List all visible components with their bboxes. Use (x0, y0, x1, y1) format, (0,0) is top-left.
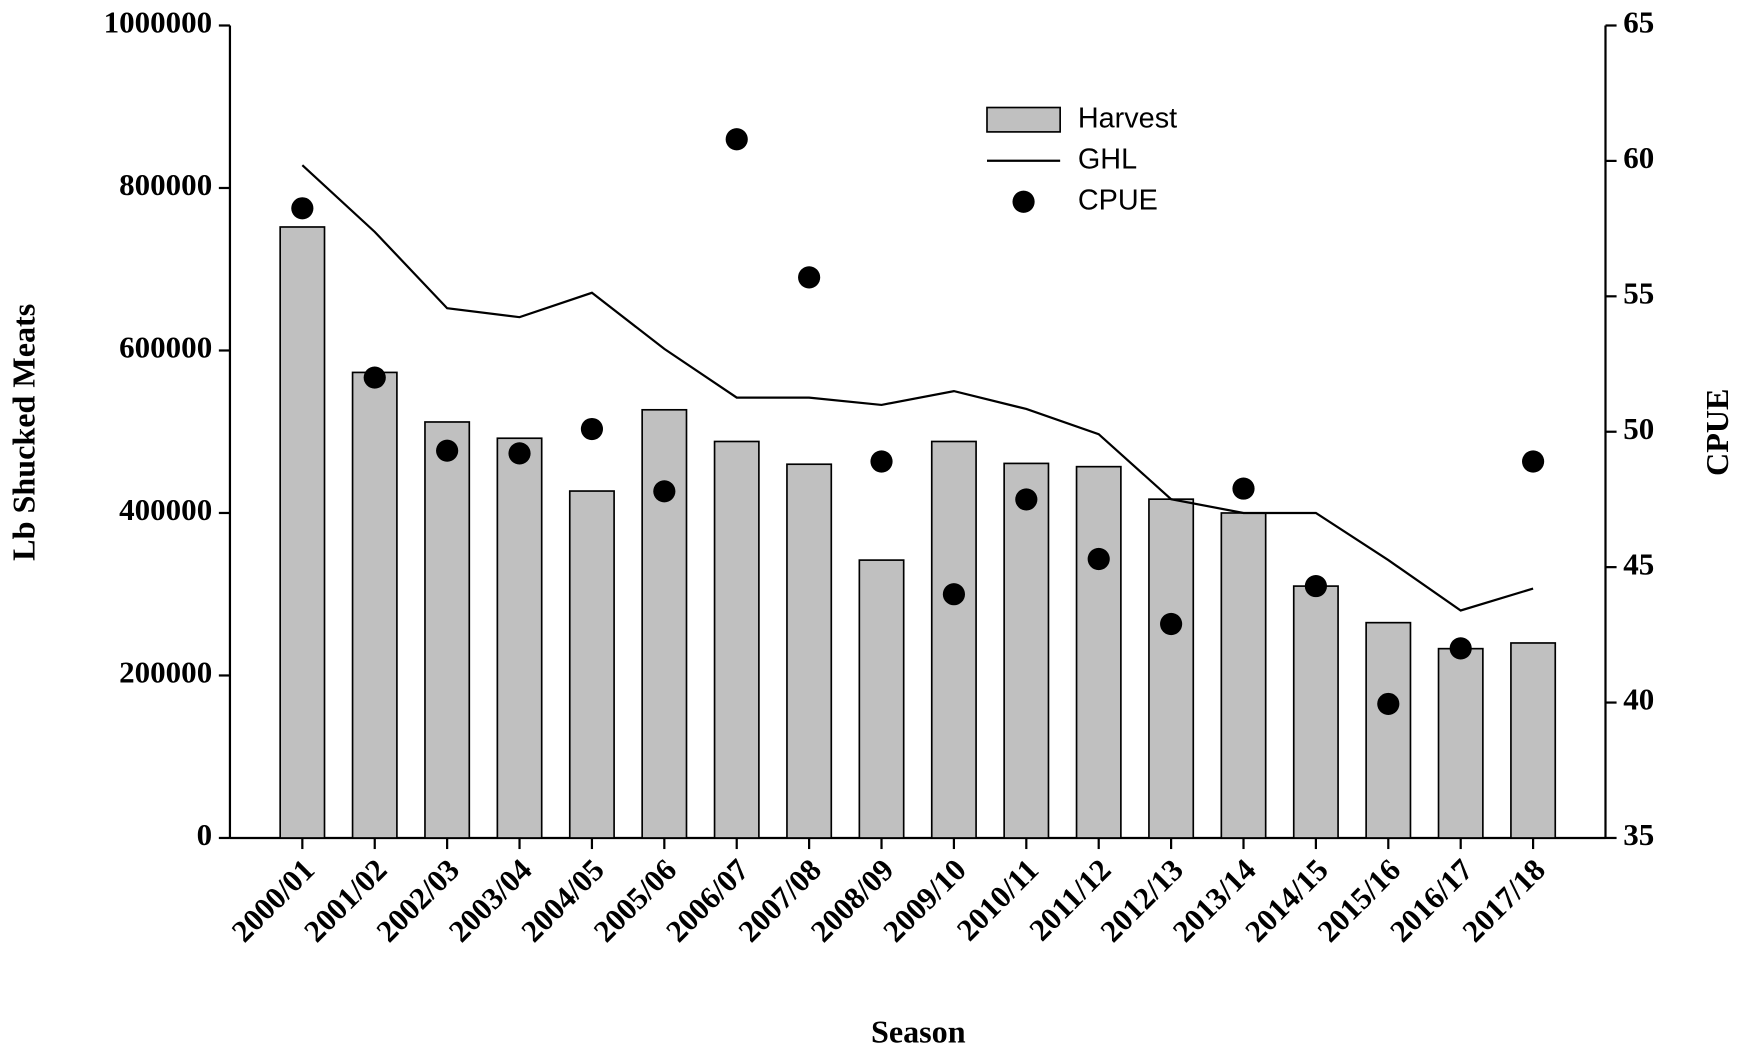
point (653, 480, 676, 503)
bar (496, 437, 543, 839)
bar (1148, 498, 1195, 839)
point (291, 197, 314, 220)
bar (930, 440, 977, 839)
y2-tick-label: 40 (1623, 682, 1654, 717)
point (1449, 637, 1472, 660)
point (1377, 692, 1400, 715)
point (1522, 450, 1545, 473)
point (436, 439, 459, 462)
point (363, 366, 386, 389)
bar (1003, 462, 1050, 839)
point (942, 583, 965, 606)
y2-tick-label: 65 (1623, 5, 1654, 40)
point (1232, 477, 1255, 500)
bar (1437, 647, 1484, 839)
point (1304, 575, 1327, 598)
point (1015, 488, 1038, 511)
legend-swatch (1012, 190, 1035, 213)
point (870, 450, 893, 473)
legend-swatch (986, 106, 1061, 133)
point (508, 442, 531, 465)
legend-label: CPUE (1078, 184, 1158, 216)
x-tick-label: 2010/11 (950, 852, 1045, 947)
bar (1365, 621, 1412, 839)
y2-tick-label: 60 (1623, 140, 1654, 175)
y-tick-label: 400000 (119, 492, 212, 527)
point (725, 128, 748, 151)
bar (424, 421, 471, 839)
point (798, 266, 821, 289)
y-tick-label: 800000 (119, 167, 212, 202)
y2-axis-title: CPUE (1699, 389, 1735, 476)
bar (1292, 585, 1339, 839)
y-tick-label: 1000000 (104, 5, 213, 40)
y2-tick-label: 55 (1623, 275, 1654, 310)
line (301, 164, 1534, 612)
y2-tick-label: 45 (1623, 546, 1654, 581)
y-tick-label: 600000 (119, 330, 212, 365)
x-axis-title: Season (871, 1014, 966, 1050)
x-tick-label: 2009/10 (876, 852, 973, 949)
x-tick-label: 2017/18 (1455, 852, 1552, 949)
y-tick-label: 0 (197, 817, 213, 852)
y2-tick-label: 35 (1623, 817, 1654, 852)
bar (1075, 465, 1122, 839)
legend-label: Harvest (1078, 102, 1177, 134)
bar (1510, 642, 1557, 839)
bar (713, 440, 760, 839)
point (1087, 547, 1110, 571)
y-axis-title: Lb Shucked Meats (5, 304, 41, 561)
bar (351, 371, 398, 839)
point (580, 417, 604, 441)
bar (786, 463, 833, 839)
legend-label: GHL (1078, 143, 1137, 175)
bar (641, 408, 688, 839)
bar (1220, 512, 1267, 839)
point (1160, 612, 1183, 636)
bar (568, 490, 615, 839)
y2-tick-label: 50 (1623, 411, 1654, 446)
bar (858, 559, 905, 839)
y-tick-label: 200000 (119, 655, 212, 690)
bar (279, 226, 326, 839)
